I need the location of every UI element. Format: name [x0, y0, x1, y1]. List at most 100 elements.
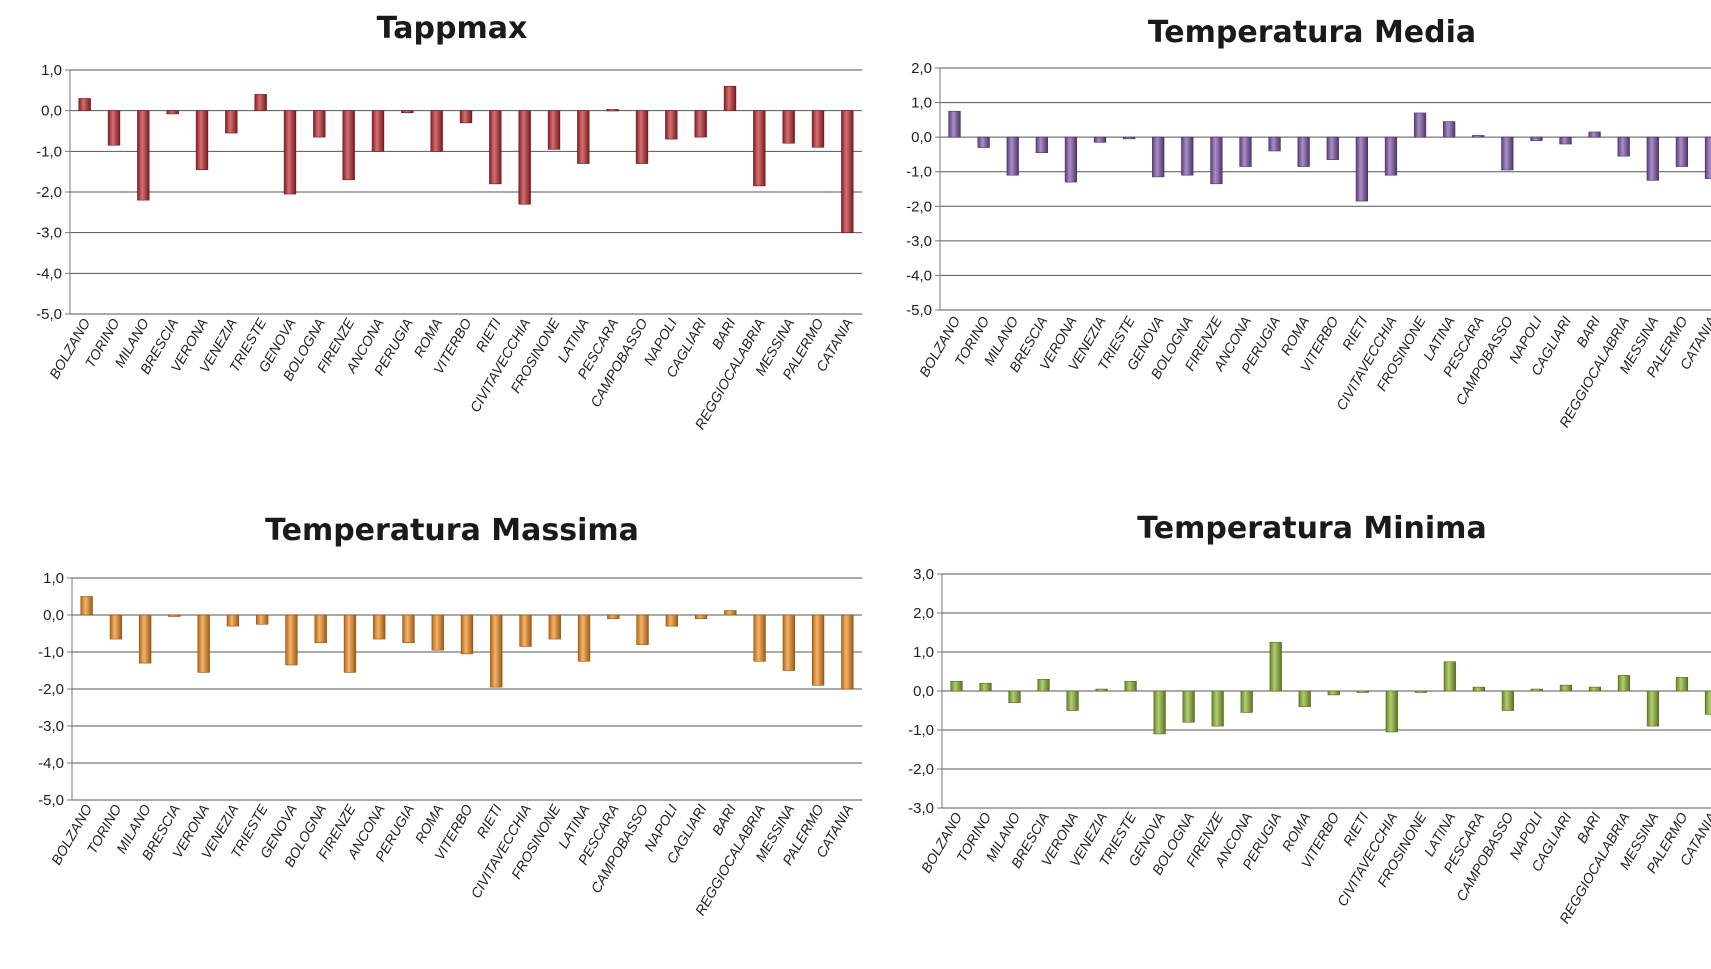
bar-reggiocalabria [1617, 136, 1630, 157]
y-tick-label: -3,0 [36, 225, 62, 242]
x-tick-label: BOLZANO [46, 315, 93, 381]
y-tick-label: -1,0 [908, 722, 934, 739]
bar-brescia [166, 110, 179, 115]
bar-genova [283, 110, 297, 195]
bar-bari [723, 85, 737, 111]
x-tick-label: BARI [708, 315, 738, 351]
bar-rieti [490, 614, 503, 688]
x-tick-label: BOLZANO [48, 801, 95, 867]
bar-palermo [811, 110, 825, 148]
bar-cagliari [1559, 136, 1572, 145]
bar-verona [197, 614, 210, 673]
x-tick-label: BARI [709, 801, 739, 837]
bar-napoli [665, 614, 678, 627]
bar-pescara [607, 614, 620, 620]
bar-reggiocalabria [1617, 675, 1631, 692]
bar-bari [1588, 686, 1602, 692]
bar-frosinone [548, 614, 561, 640]
y-tick-label: 0,0 [43, 607, 64, 624]
bar-viterbo [460, 614, 474, 655]
bar-milano [1006, 136, 1019, 176]
y-tick-label: 0,0 [41, 103, 62, 120]
y-tick-label: -4,0 [38, 755, 64, 772]
y-tick-label: 0,0 [911, 129, 932, 146]
bar-campobasso [1501, 690, 1514, 711]
bar-napoli [1530, 688, 1543, 692]
bar-civitavecchia [1384, 136, 1398, 176]
bar-civitavecchia [1385, 690, 1398, 733]
chart-title: Temperatura Massima [265, 513, 639, 548]
bar-ancona [373, 614, 386, 640]
y-tick-label: 2,0 [911, 60, 932, 77]
bar-bolzano [80, 596, 93, 616]
bar-frosinone [547, 110, 561, 150]
y-tick-label: -4,0 [36, 265, 62, 282]
bar-perugia [1268, 136, 1281, 152]
bar-milano [1008, 690, 1021, 703]
y-tick-label: 3,0 [913, 566, 934, 583]
bar-campobasso [1501, 136, 1514, 171]
bar-brescia [1037, 678, 1050, 692]
bar-bologna [313, 110, 326, 138]
bar-cagliari [1559, 684, 1573, 692]
bar-campobasso [635, 110, 649, 164]
bar-trieste [1124, 680, 1137, 692]
bar-bologna [314, 614, 327, 644]
bar-palermo [1675, 136, 1689, 167]
bar-venezia [1093, 136, 1107, 143]
chart-title: Temperatura Media [1148, 15, 1476, 50]
y-tick-label: -3,0 [908, 800, 934, 817]
bar-ancona [1240, 690, 1253, 713]
y-tick-label: -2,0 [38, 681, 64, 698]
bar-viterbo [459, 110, 473, 124]
y-tick-label: 1,0 [911, 95, 932, 112]
bar-viterbo [1327, 690, 1340, 696]
bar-catania [1704, 690, 1711, 715]
bar-reggiocalabria [753, 110, 766, 187]
y-tick-label: 1,0 [41, 62, 62, 79]
bar-pescara [606, 109, 619, 112]
bar-venezia [225, 110, 238, 134]
y-tick-label: -1,0 [906, 164, 932, 181]
bar-torino [979, 682, 992, 692]
chart-3: Temperatura Minima 3,0 2,0 1,0 0,0 -1,0 -2,0 -3… [908, 511, 1711, 926]
bar-catania [841, 110, 854, 233]
chart-2: Temperatura Massima 1,0 0,0 -1,0 -2,0 -3,0 -4,… [38, 513, 862, 918]
bar-roma [1297, 136, 1310, 167]
bar-milano [137, 110, 150, 201]
bar-brescia [168, 614, 181, 617]
bar-venezia [1095, 688, 1108, 692]
bar-bolzano [78, 98, 91, 111]
bar-trieste [254, 94, 267, 111]
bar-bologna [1182, 690, 1195, 723]
bar-frosinone [1413, 112, 1427, 138]
y-tick-label: -1,0 [36, 143, 62, 160]
bar-rieti [1355, 136, 1368, 202]
bar-firenze [1211, 690, 1224, 727]
bar-bologna [1181, 136, 1194, 176]
bar-messina [782, 110, 795, 144]
bar-campobasso [636, 614, 649, 645]
bar-messina [1646, 136, 1659, 181]
bar-perugia [402, 614, 415, 644]
bar-palermo [811, 614, 825, 686]
bar-brescia [1035, 136, 1048, 153]
bar-perugia [1269, 641, 1282, 692]
bar-genova [1152, 136, 1165, 178]
bar-roma [430, 110, 443, 152]
chart-1: Temperatura Media 2,0 1,0 0,0 -1,0 -2,0 -3,0 -4… [906, 15, 1711, 430]
bar-latina [577, 614, 591, 662]
bar-firenze [343, 614, 357, 673]
bar-firenze [1210, 136, 1223, 185]
bar-firenze [342, 110, 355, 181]
bar-frosinone [1414, 690, 1427, 693]
x-tick-label: BOLZANO [916, 313, 963, 379]
bar-latina [577, 110, 590, 164]
x-tick-label: BARI [1573, 809, 1603, 845]
bar-bolzano [948, 110, 961, 138]
y-tick-label: -2,0 [908, 761, 934, 778]
bar-ancona [371, 110, 385, 152]
chart-title: Temperatura Minima [1137, 511, 1486, 546]
bar-torino [107, 110, 121, 146]
y-tick-label: -1,0 [38, 644, 64, 661]
